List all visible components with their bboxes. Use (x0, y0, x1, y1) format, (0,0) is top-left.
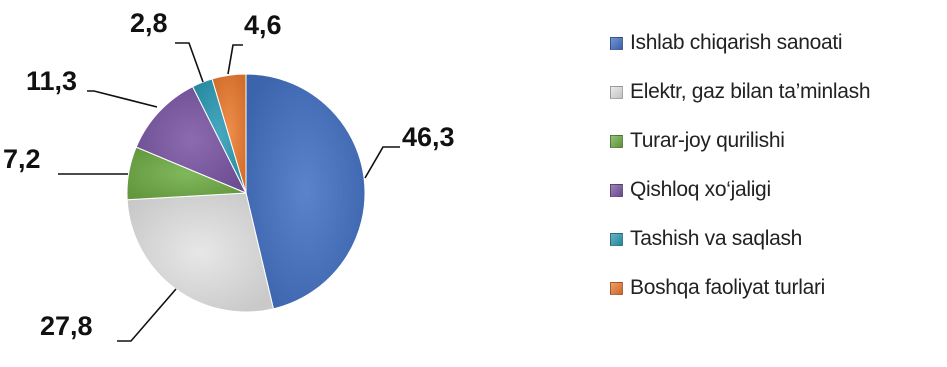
data-label-6: 4,6 (244, 10, 282, 40)
legend-swatch (610, 232, 623, 246)
legend-label: Turar-joy qurilishi (630, 129, 785, 152)
pie-slice-6 (211, 73, 247, 194)
leader-line-2 (117, 288, 177, 342)
pie-slice-1 (245, 73, 366, 310)
legend-label: Boshqa faoliyat turlari (630, 276, 826, 299)
legend-item-6: Boshqa faoliyat turlari (610, 273, 870, 303)
legend-swatch (610, 134, 623, 148)
pie-slice-4 (135, 85, 248, 194)
legend-label: Qishloq xo‘jaligi (630, 178, 771, 201)
leader-lines (58, 42, 400, 342)
legend-label: Elektr, gaz bilan ta’minlash (630, 80, 871, 103)
data-label-5: 2,8 (130, 8, 168, 38)
legend-swatch (610, 281, 623, 295)
legend-item-1: Ishlab chiqarish sanoati (610, 28, 870, 58)
pie-slice-2 (126, 192, 275, 313)
leader-line-4 (87, 90, 158, 108)
data-label-2: 27,8 (40, 311, 93, 341)
legend-item-5: Tashish va saqlash (610, 224, 870, 254)
data-label-1: 46,3 (402, 122, 455, 152)
legend-label: Tashish va saqlash (630, 227, 803, 250)
leader-line-1 (364, 146, 400, 179)
legend-swatch (610, 85, 623, 99)
legend-item-4: Qishloq xo‘jaligi (610, 175, 870, 205)
legend-item-2: Elektr, gaz bilan ta’minlash (610, 77, 871, 107)
data-labels: 46,3 27,8 7,2 11,3 2,8 4,6 (3, 8, 455, 341)
legend-swatch (610, 183, 623, 197)
leader-line-6 (227, 44, 243, 75)
data-label-4: 11,3 (26, 66, 77, 96)
data-label-3: 7,2 (3, 144, 41, 174)
pie-slices (126, 73, 366, 313)
legend-label: Ishlab chiqarish sanoati (630, 31, 843, 54)
leader-line-5 (175, 42, 204, 83)
legend-item-3: Turar-joy qurilishi (610, 126, 870, 156)
legend-swatch (610, 36, 623, 50)
legend: Ishlab chiqarish sanoati Elektr, gaz bila… (610, 28, 871, 322)
